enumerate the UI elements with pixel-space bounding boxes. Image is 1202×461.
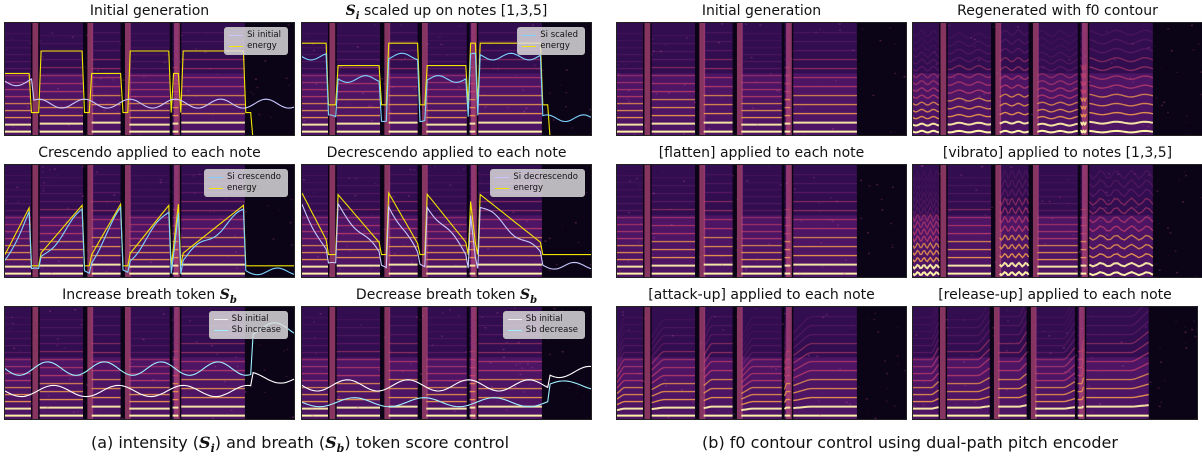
legend-swatch bbox=[507, 330, 522, 331]
mel-spectrogram: Si initial energy bbox=[4, 22, 295, 136]
legend-label: Sb initial bbox=[525, 314, 563, 324]
legend-label: Si decrescendo bbox=[513, 172, 578, 182]
panel-title: [release-up] applied to each note bbox=[938, 287, 1172, 303]
spectrogram-image bbox=[913, 307, 1197, 419]
legend-swatch bbox=[522, 35, 537, 36]
legend-label: Si initial bbox=[247, 30, 281, 40]
legend-label: Si crescendo bbox=[227, 172, 281, 182]
panel-title: Si scaled up on notes [1,3,5] bbox=[345, 3, 548, 22]
spectrogram-panel: [vibrato] applied to notes [1,3,5] bbox=[912, 142, 1202, 278]
spectrogram-image bbox=[5, 23, 294, 135]
spectrogram-panel: Initial generation Si initial energy bbox=[4, 0, 295, 136]
spectrogram-panel: [attack-up] applied to each note bbox=[616, 284, 907, 420]
legend-label: Si scaled bbox=[540, 30, 578, 40]
chart-legend: Si initial energy bbox=[224, 27, 288, 55]
panel-title: Increase breath token Sb bbox=[62, 287, 237, 306]
spectrogram-panel: Increase breath token Sb Sb initial Sb in… bbox=[4, 284, 295, 420]
legend-label: energy bbox=[540, 41, 570, 51]
caption-text: ) token score control bbox=[344, 433, 510, 452]
mel-spectrogram bbox=[912, 164, 1202, 278]
legend-swatch bbox=[507, 319, 522, 320]
mel-spectrogram bbox=[912, 22, 1202, 136]
spectrogram-panel: Crescendo applied to each note Si cresce… bbox=[4, 142, 295, 278]
spectrogram-panel: Regenerated with f0 contour bbox=[912, 0, 1202, 136]
title-symbol: Sb bbox=[519, 287, 538, 306]
mel-spectrogram: Si scaled energy bbox=[301, 22, 592, 136]
legend-swatch bbox=[229, 35, 244, 36]
title-symbol: Si bbox=[345, 3, 360, 22]
spectrogram-panel: [release-up] applied to each note bbox=[912, 284, 1198, 420]
spectrogram-image bbox=[617, 307, 906, 419]
legend-item: Sb increase bbox=[213, 325, 281, 336]
mel-spectrogram: Si crescendo energy bbox=[4, 164, 295, 278]
spectrogram-image bbox=[913, 23, 1202, 135]
legend-label: energy bbox=[513, 183, 544, 193]
mel-spectrogram bbox=[616, 164, 907, 278]
spectrogram-panel: Initial generation bbox=[616, 0, 907, 136]
mel-spectrogram: Si decrescendo energy bbox=[301, 164, 592, 278]
legend-label: energy bbox=[227, 183, 257, 193]
spectrogram-panel: [flatten] applied to each note bbox=[616, 142, 907, 278]
panel-title: Initial generation bbox=[701, 3, 822, 19]
panel-title: Decrescendo applied to each note bbox=[326, 145, 567, 161]
spectrogram-panel: Decrescendo applied to each note Si decr… bbox=[301, 142, 592, 278]
legend-swatch bbox=[522, 46, 537, 47]
spectrogram-image bbox=[617, 23, 906, 135]
chart-legend: Si crescendo energy bbox=[204, 169, 288, 197]
legend-label: energy bbox=[247, 41, 277, 51]
caption-text: (b) f0 contour control using dual-path p… bbox=[702, 433, 1118, 452]
mel-spectrogram: Sb initial Sb increase bbox=[4, 306, 295, 420]
mel-spectrogram bbox=[616, 22, 907, 136]
legend-swatch bbox=[495, 188, 510, 189]
panel-title: Decrease breath token Sb bbox=[355, 287, 538, 306]
legend-item: energy bbox=[495, 183, 578, 194]
legend-label: Sb increase bbox=[231, 325, 281, 335]
chart-legend: Sb initial Sb decrease bbox=[502, 311, 585, 339]
panel-title: [flatten] applied to each note bbox=[658, 145, 865, 161]
chart-legend: Sb initial Sb increase bbox=[208, 311, 288, 339]
legend-item: Si crescendo bbox=[209, 172, 281, 183]
legend-item: Si initial bbox=[229, 30, 281, 41]
caption-text: ) and breath ( bbox=[214, 433, 326, 452]
legend-item: Si decrescendo bbox=[495, 172, 578, 183]
title-symbol: Sb bbox=[219, 287, 237, 306]
legend-item: energy bbox=[209, 183, 281, 194]
legend-swatch bbox=[209, 177, 224, 178]
mel-spectrogram: Sb initial Sb decrease bbox=[301, 306, 592, 420]
spectrogram-image bbox=[913, 165, 1202, 277]
caption-text: (a) intensity ( bbox=[90, 433, 200, 452]
legend-swatch bbox=[209, 188, 224, 189]
spectrogram-image bbox=[5, 165, 294, 277]
chart-legend: Si scaled energy bbox=[517, 27, 585, 55]
panel-title: Crescendo applied to each note bbox=[38, 145, 261, 161]
legend-item: Si scaled bbox=[522, 30, 578, 41]
legend-swatch bbox=[495, 177, 510, 178]
legend-label: Sb initial bbox=[231, 314, 269, 324]
panel-title: [vibrato] applied to notes [1,3,5] bbox=[942, 145, 1173, 161]
legend-swatch bbox=[213, 330, 228, 331]
legend-swatch bbox=[229, 46, 244, 47]
legend-item: Sb initial bbox=[507, 314, 578, 325]
spectrogram-panel: Decrease breath token Sb Sb initial Sb de… bbox=[301, 284, 592, 420]
panel-title: [attack-up] applied to each note bbox=[648, 287, 875, 303]
legend-item: energy bbox=[229, 41, 281, 52]
caption-symbol: Si bbox=[199, 433, 215, 456]
mel-spectrogram bbox=[616, 306, 907, 420]
spectrogram-image bbox=[617, 165, 906, 277]
legend-item: Sb initial bbox=[213, 314, 281, 325]
mel-spectrogram bbox=[912, 306, 1198, 420]
legend-item: energy bbox=[522, 41, 578, 52]
caption-symbol: Sb bbox=[325, 433, 345, 456]
figure-caption-b: (b) f0 contour control using dual-path p… bbox=[640, 433, 1180, 452]
spectrogram-panel: Si scaled up on notes [1,3,5] Si scaled e… bbox=[301, 0, 592, 136]
panel-title: Initial generation bbox=[89, 3, 210, 19]
legend-swatch bbox=[213, 319, 228, 320]
legend-item: Sb decrease bbox=[507, 325, 578, 336]
figure-caption-a: (a) intensity (Si) and breath (Sb) token… bbox=[20, 433, 580, 455]
panel-title: Regenerated with f0 contour bbox=[957, 3, 1158, 19]
chart-legend: Si decrescendo energy bbox=[490, 169, 585, 197]
legend-label: Sb decrease bbox=[525, 325, 578, 335]
